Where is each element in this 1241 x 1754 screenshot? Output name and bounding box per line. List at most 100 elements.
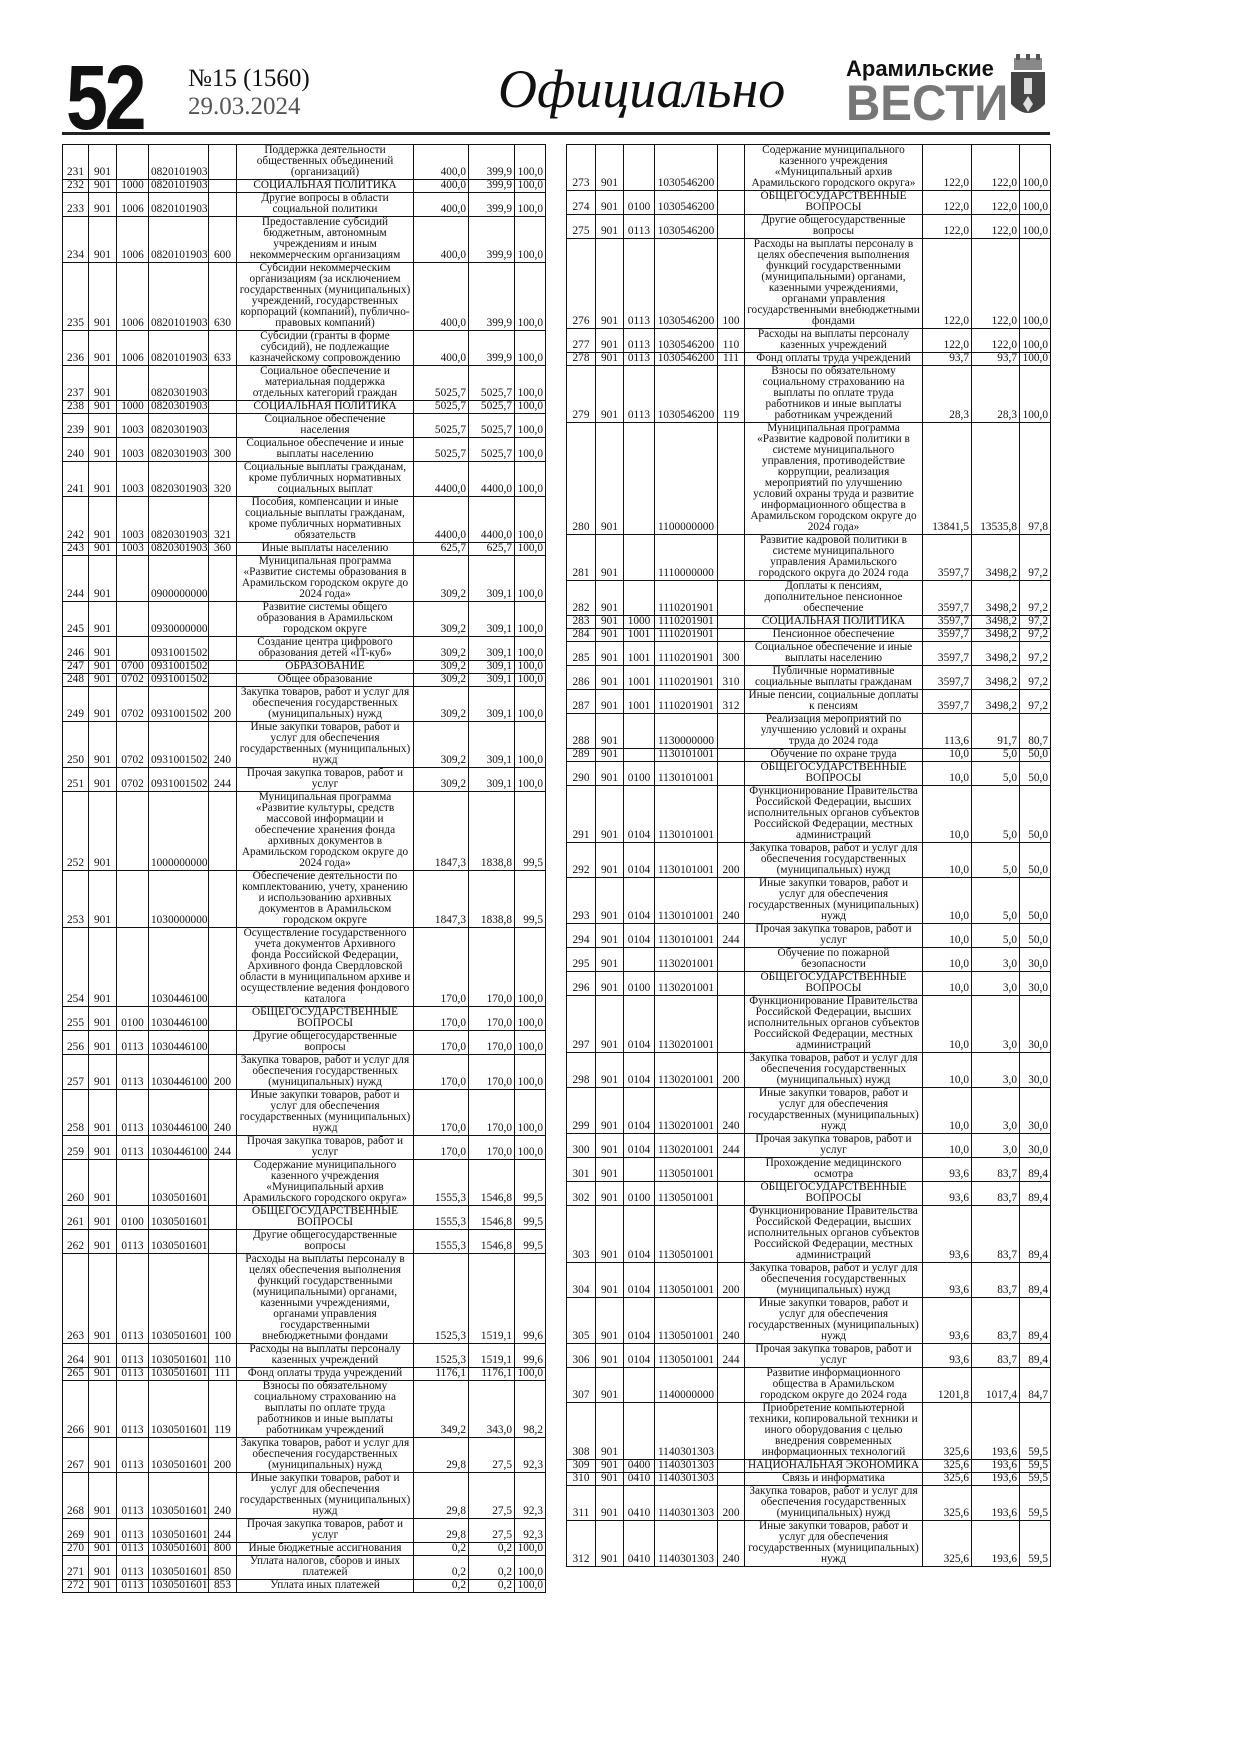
target-code: 0820301903 <box>148 365 209 401</box>
target-code: 1130000000 <box>654 713 718 749</box>
admin-code: 901 <box>595 534 624 581</box>
section-code: 0702 <box>116 721 149 768</box>
target-code: 0900000000 <box>148 555 209 602</box>
target-code: 1030446100 <box>148 1030 209 1055</box>
planned-amount: 10,0 <box>922 971 972 996</box>
section-code <box>623 144 655 191</box>
executed-amount: 83,7 <box>971 1181 1020 1206</box>
admin-code: 901 <box>88 1437 117 1473</box>
table-row: 308 901 1140301303 Приобретение компьютерно… <box>566 1402 1051 1460</box>
percent-executed: 100,0 <box>514 461 546 497</box>
section-code <box>116 365 149 401</box>
expense-type: 200 <box>208 1437 237 1473</box>
expense-type <box>208 555 237 602</box>
target-code: 1000000000 <box>148 791 209 871</box>
executed-amount: 27,5 <box>468 1518 515 1543</box>
expense-type: 320 <box>208 461 237 497</box>
executed-amount: 122,0 <box>971 144 1020 191</box>
admin-code: 901 <box>88 216 117 263</box>
planned-amount: 309,2 <box>413 555 469 602</box>
target-code: 1110201901 <box>654 615 718 629</box>
target-code: 1130101001 <box>654 785 718 843</box>
planned-amount: 93,6 <box>922 1157 972 1182</box>
section-code: 0100 <box>116 1006 149 1031</box>
target-code: 1130101001 <box>654 748 718 762</box>
percent-executed: 80,7 <box>1019 713 1051 749</box>
admin-code: 901 <box>595 713 624 749</box>
planned-amount: 3597,7 <box>922 641 972 666</box>
percent-executed: 50,0 <box>1019 842 1051 878</box>
percent-executed: 97,2 <box>1019 641 1051 666</box>
description: Социальное обеспечение и материальная по… <box>236 365 414 401</box>
expense-type: 240 <box>717 877 745 924</box>
table-row: 232 901 1000 0820101903 СОЦИАЛЬНАЯ ПОЛИТИКА 4… <box>62 179 546 193</box>
planned-amount: 5025,7 <box>413 400 469 414</box>
table-row: 234 901 1006 0820101903 600 Предоставление су… <box>62 216 546 263</box>
planned-amount: 93,6 <box>922 1262 972 1298</box>
table-row: 246 901 0931001502 Создание центра цифровог… <box>62 636 546 661</box>
planned-amount: 10,0 <box>922 1133 972 1158</box>
description: Фонд оплаты труда учреждений <box>744 352 923 366</box>
row-number: 306 <box>566 1343 596 1368</box>
planned-amount: 0,2 <box>413 1542 469 1556</box>
row-number: 246 <box>62 636 89 661</box>
target-code: 0820101903 <box>148 330 209 366</box>
planned-amount: 1847,3 <box>413 791 469 871</box>
description: Закупка товаров, работ и услуг для обесп… <box>236 1054 414 1090</box>
executed-amount: 3,0 <box>971 1087 1020 1134</box>
table-row: 243 901 1003 0820301903 360 Иные выплаты насе… <box>62 542 546 556</box>
expense-type: 240 <box>208 721 237 768</box>
executed-amount: 3498,2 <box>971 534 1020 581</box>
admin-code: 901 <box>88 686 117 722</box>
table-row: 272 901 0113 1030501601 853 Уплата иных плате… <box>62 1579 546 1593</box>
planned-amount: 1176,1 <box>413 1367 469 1381</box>
table-row: 239 901 1003 0820301903 Социальное обеспечен… <box>62 413 546 438</box>
expense-type <box>717 947 745 972</box>
percent-executed: 92,3 <box>514 1472 546 1519</box>
planned-amount: 325,6 <box>922 1485 972 1521</box>
executed-amount: 309,1 <box>468 601 515 637</box>
section-code <box>116 144 149 180</box>
executed-amount: 399,9 <box>468 262 515 331</box>
section-code: 0113 <box>116 1229 149 1254</box>
percent-executed: 100,0 <box>514 1030 546 1055</box>
section-code: 0700 <box>116 660 149 674</box>
table-row: 284 901 1001 1110201901 Пенсионное обеспечен… <box>566 628 1051 642</box>
expense-type <box>717 534 745 581</box>
admin-code: 901 <box>88 461 117 497</box>
expense-type <box>717 748 745 762</box>
admin-code: 901 <box>595 352 624 366</box>
description: Приобретение компьютерной техники, копир… <box>744 1402 923 1460</box>
description: Иные закупки товаров, работ и услуг для … <box>236 1089 414 1136</box>
executed-amount: 3498,2 <box>971 689 1020 714</box>
target-code: 0820301903 <box>148 542 209 556</box>
expense-type <box>208 601 237 637</box>
executed-amount: 13535,8 <box>971 422 1020 535</box>
table-row: 286 901 1001 1110201901 310 Публичные нормати… <box>566 665 1051 690</box>
executed-amount: 122,0 <box>971 328 1020 353</box>
admin-code: 901 <box>595 842 624 878</box>
description: НАЦИОНАЛЬНАЯ ЭКОНОМИКА <box>744 1459 923 1473</box>
target-code: 1030501601 <box>148 1518 209 1543</box>
percent-executed: 100,0 <box>514 216 546 263</box>
description: СОЦИАЛЬНАЯ ПОЛИТИКА <box>744 615 923 629</box>
section-code <box>623 580 655 616</box>
executed-amount: 5,0 <box>971 748 1020 762</box>
expense-type: 200 <box>208 1054 237 1090</box>
section-code: 1006 <box>116 192 149 217</box>
planned-amount: 170,0 <box>413 1030 469 1055</box>
description: Социальное обеспечение и иные выплаты на… <box>744 641 923 666</box>
expense-type: 111 <box>208 1367 237 1381</box>
percent-executed: 100,0 <box>514 686 546 722</box>
description: Прочая закупка товаров, работ и услуг <box>236 1135 414 1160</box>
planned-amount: 10,0 <box>922 842 972 878</box>
table-row: 293 901 0104 1130101001 240 Иные закупки това… <box>566 877 1051 924</box>
section-code <box>116 636 149 661</box>
percent-executed: 97,2 <box>1019 628 1051 642</box>
row-number: 287 <box>566 689 596 714</box>
target-code: 1110201901 <box>654 641 718 666</box>
admin-code: 901 <box>595 785 624 843</box>
planned-amount: 113,6 <box>922 713 972 749</box>
target-code: 1030501601 <box>148 1437 209 1473</box>
admin-code: 901 <box>88 721 117 768</box>
